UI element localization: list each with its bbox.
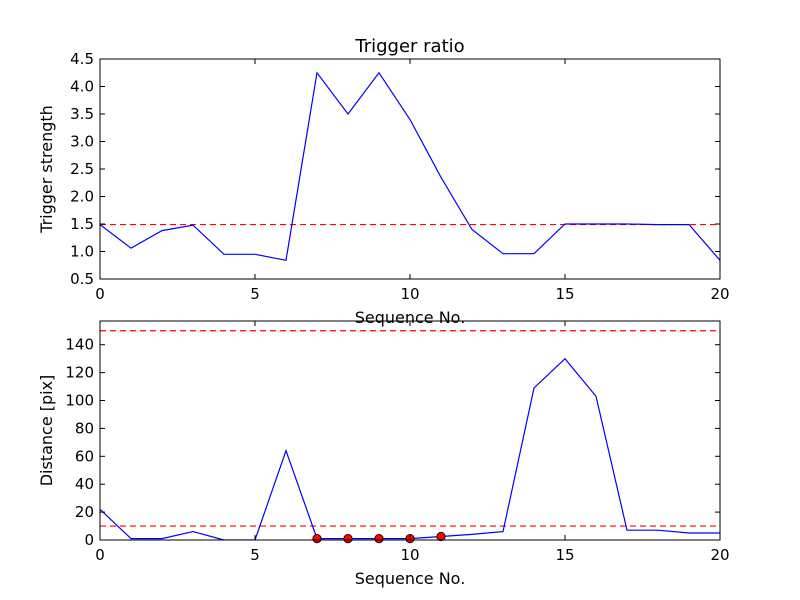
- y-tick-label: 0.5: [70, 270, 94, 288]
- y-tick-label: 4.0: [70, 78, 94, 96]
- y-tick-label: 3.0: [70, 133, 94, 151]
- y-tick-label: 60: [75, 447, 94, 465]
- x-tick-label: 10: [400, 285, 419, 303]
- y-tick-label: 140: [65, 336, 94, 354]
- x-tick-label: 15: [555, 546, 574, 564]
- data-point-marker: [436, 531, 446, 542]
- x-tick-label: 10: [400, 546, 419, 564]
- y-tick-label: 1.5: [70, 215, 94, 233]
- x-tick-label: 0: [95, 285, 105, 303]
- y-tick-label: 2.0: [70, 188, 94, 206]
- y-tick-label: 120: [65, 364, 94, 382]
- x-axis-label: Sequence No.: [355, 569, 466, 588]
- subplot-1: Trigger ratio 0 5 10 15 20 0.5 1.0 1.5 2.0 2.5 3.0 3…: [37, 36, 730, 327]
- y-tick-label: 0: [84, 531, 94, 549]
- series-line-1: [100, 357, 720, 540]
- y-axis-label: Distance [pix]: [37, 375, 56, 487]
- data-point-marker: [343, 534, 353, 544]
- subplot-2: 0 5 10 15 20 0 20 40 60 80 100 120 140 Sequence No. Di…: [37, 320, 730, 588]
- x-tick-label: 20: [710, 546, 729, 564]
- y-tick-label: 2.5: [70, 160, 94, 178]
- y-tick-label: 1.0: [70, 243, 94, 261]
- x-axis-label: Sequence No.: [355, 308, 466, 327]
- data-point-marker: [374, 534, 384, 544]
- axes-frame: [99, 320, 721, 541]
- y-tick-label: 80: [75, 419, 94, 437]
- y-tick-label: 40: [75, 475, 94, 493]
- y-tick-label: 100: [65, 392, 94, 410]
- y-axis-label: Trigger strength: [37, 105, 56, 234]
- plot-data: [100, 71, 720, 262]
- x-tick-label: 5: [250, 285, 260, 303]
- y-tick-label: 20: [75, 503, 94, 521]
- chart-title: Trigger ratio: [354, 36, 464, 57]
- y-tick-label: 3.5: [70, 105, 94, 123]
- y-tick-label: 4.5: [70, 50, 94, 68]
- series-line-1: [100, 71, 720, 262]
- plot-data: [100, 330, 720, 540]
- x-tick-label: 15: [555, 285, 574, 303]
- x-tick-label: 0: [95, 546, 105, 564]
- axes-frame: [99, 58, 721, 280]
- x-tick-label: 20: [710, 285, 729, 303]
- x-tick-label: 5: [250, 546, 260, 564]
- data-point-marker: [312, 534, 322, 544]
